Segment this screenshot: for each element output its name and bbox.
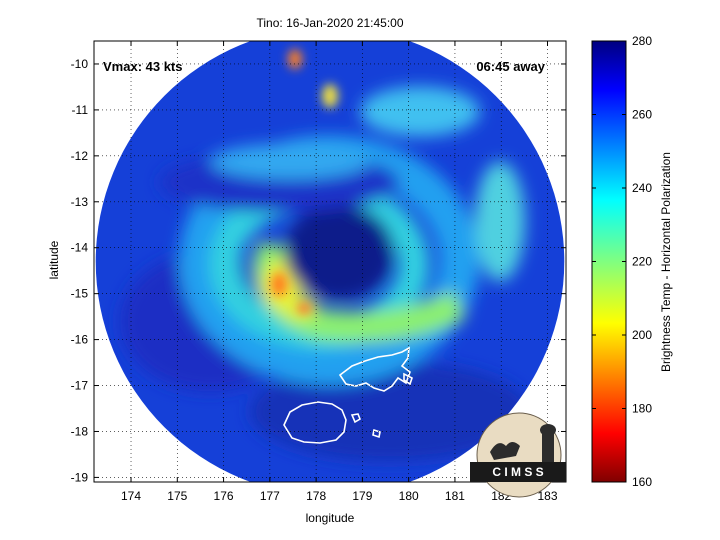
microwave-swath [95,41,565,482]
viti-levu-coastline [283,401,347,444]
brightness-features [120,86,530,462]
y-tick-label: -12 [71,149,89,163]
x-tick-label: 183 [537,489,557,503]
plot-area [95,41,565,482]
x-tick-label: 174 [121,489,141,503]
vanua-levu-coastline [338,346,411,392]
x-tick-label: 180 [399,489,419,503]
colorbar-tick-label: 180 [632,402,652,416]
y-tick-label: -16 [71,333,89,347]
colorbar-tick-label: 280 [632,34,652,48]
y-axis: -10 -11 -12 -13 -14 -15 -16 -17 -18 -19 [71,57,566,484]
time-away-label: 06:45 away [476,59,545,74]
x-axis-title: longitude [306,511,355,525]
colorbar-tick-label: 160 [632,475,652,489]
y-tick-label: -14 [71,241,89,255]
cimss-logo-text: C I M S S [492,465,543,479]
y-tick-label: -19 [71,470,89,484]
y-axis-title: latitude [47,240,61,279]
x-tick-label: 179 [352,489,372,503]
x-tick-label: 177 [260,489,280,503]
colorbar-tick-label: 220 [632,255,652,269]
colorbar-tick-label: 240 [632,181,652,195]
y-tick-label: -18 [71,424,89,438]
gridlines [94,41,566,482]
y-tick-label: -11 [72,103,89,117]
colorbar: 160 180 200 220 240 260 280 Brightness Temp - … [591,34,673,489]
chart-title: Tino: 16-Jan-2020 21:45:00 [257,16,404,30]
x-tick-label: 178 [306,489,326,503]
x-tick-label: 176 [214,489,234,503]
colorbar-title: Brightness Temp - Horizontal Polarizatio… [659,152,673,372]
axes-frame [93,40,567,483]
vmax-label: Vmax: 43 kts [103,59,183,74]
y-tick-label: -10 [71,57,89,71]
cimss-logo: C I M S S [470,412,566,498]
x-tick-label: 175 [167,489,187,503]
taveuni-coastline [403,372,413,386]
x-tick-label: 181 [445,489,465,503]
colorbar-ticks: 160 180 200 220 240 260 280 [592,34,652,489]
ovalau-coastline [350,413,361,424]
colorbar-tick-label: 260 [632,108,652,122]
y-tick-label: -15 [71,287,89,301]
colorbar-gradient [591,40,627,483]
colorbar-tick-label: 200 [632,328,652,342]
y-tick-label: -13 [71,195,89,209]
y-tick-label: -17 [71,379,89,393]
